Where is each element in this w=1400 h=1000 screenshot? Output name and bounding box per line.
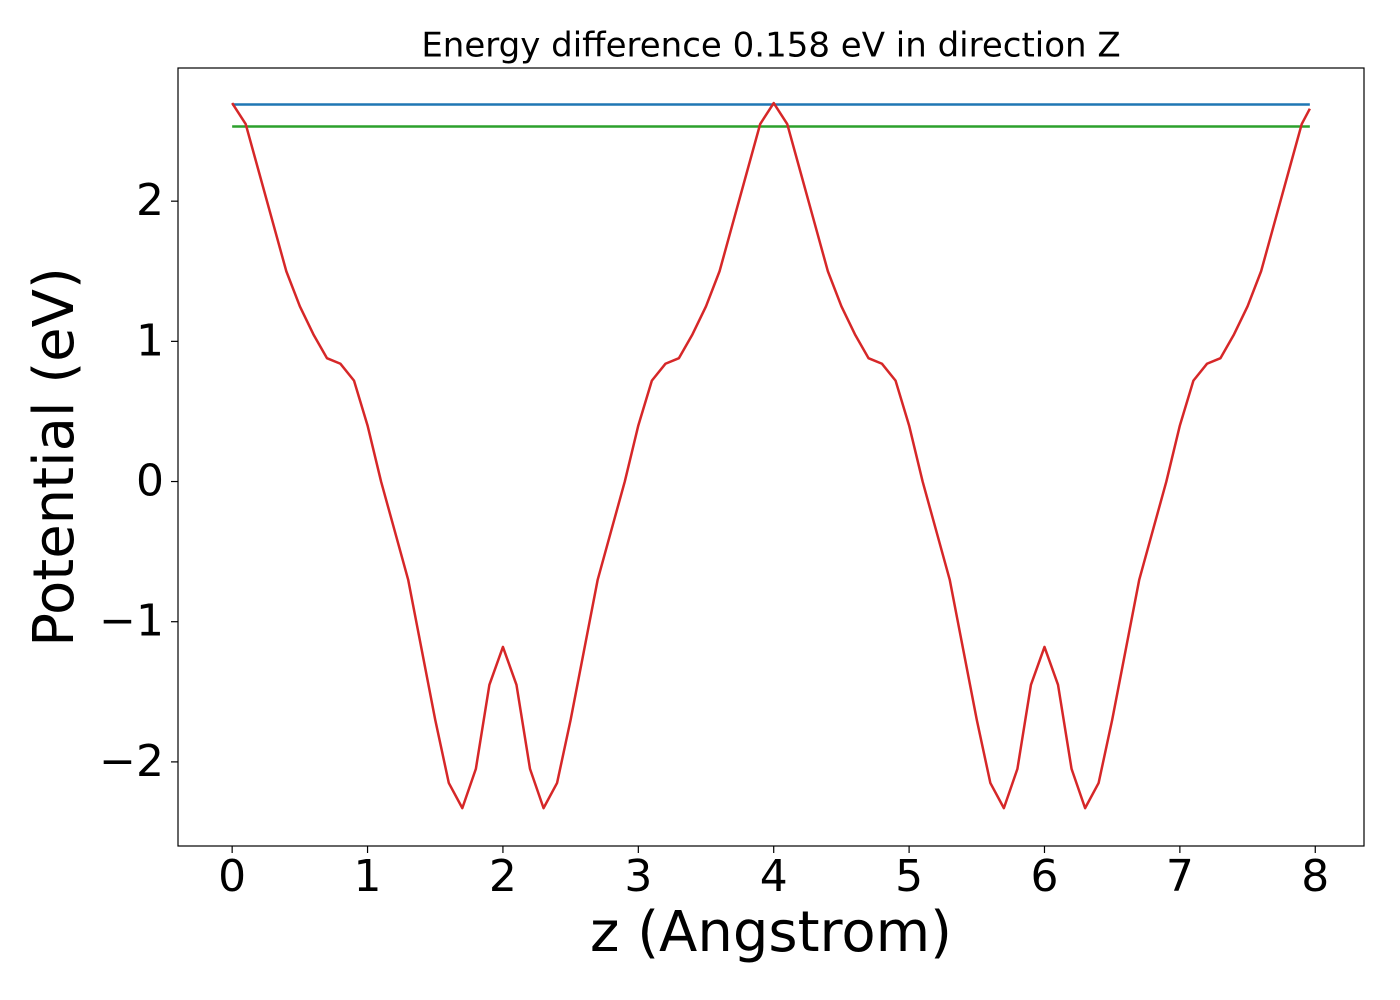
x-tick-label: 7 <box>1166 851 1194 902</box>
line-series <box>231 101 1311 810</box>
plot-frame <box>177 67 1365 847</box>
x-tick-label: 5 <box>895 851 923 902</box>
y-axis-label: Potential (eV) <box>22 267 87 647</box>
x-tick-label: 8 <box>1301 851 1329 902</box>
x-axis-label: z (Angstrom) <box>590 900 952 965</box>
x-tick-label: 1 <box>354 851 382 902</box>
x-tick-label: 3 <box>624 851 652 902</box>
y-tick-label: 0 <box>136 456 164 507</box>
y-tick-label: 1 <box>136 315 164 366</box>
y-tick-label: −1 <box>99 596 164 647</box>
x-tick-label: 0 <box>218 851 246 902</box>
chart-title: Energy difference 0.158 eV in direction … <box>421 26 1120 66</box>
y-tick-label: −2 <box>99 736 164 787</box>
x-tick-label: 2 <box>489 851 517 902</box>
x-tick-label: 6 <box>1030 851 1058 902</box>
y-tick-label: 2 <box>136 175 164 226</box>
x-tick-label: 4 <box>760 851 788 902</box>
